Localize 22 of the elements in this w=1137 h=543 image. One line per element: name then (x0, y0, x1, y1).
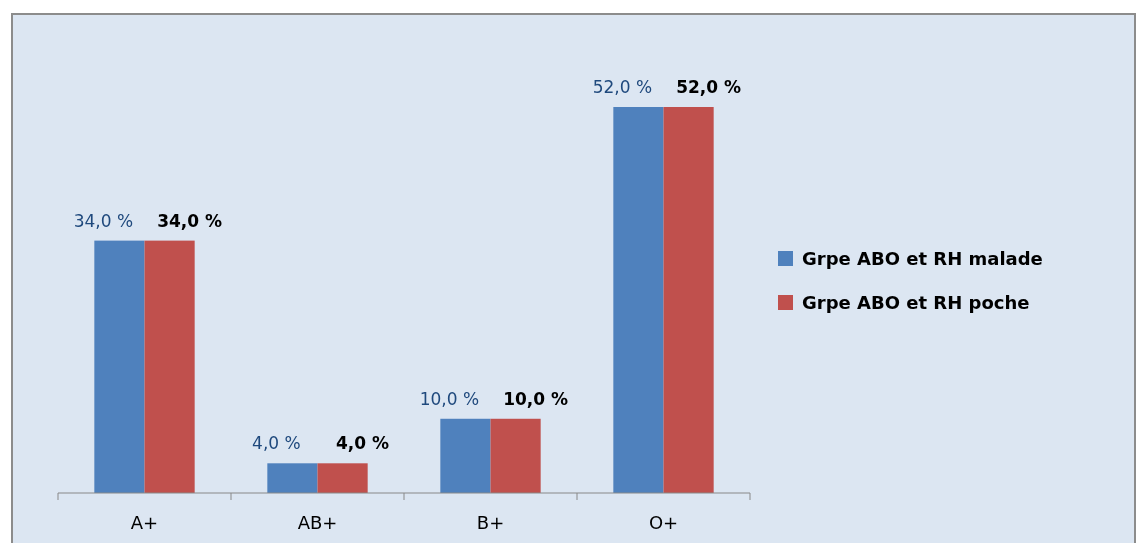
x-tick-label: B+ (476, 512, 505, 533)
legend-label: Grpe ABO et RH malade (802, 248, 1043, 269)
x-tick-label: A+ (130, 512, 159, 533)
bar (490, 418, 541, 493)
bar (440, 418, 491, 493)
x-tick-label: AB+ (297, 512, 338, 533)
data-label: 52,0 % (676, 77, 742, 97)
data-label: 4,0 % (336, 433, 390, 454)
data-label: 52,0 % (592, 77, 653, 97)
x-tick-label: O+ (648, 512, 679, 533)
bar (94, 240, 145, 493)
data-label: 34,0 % (73, 210, 134, 231)
bar (267, 463, 318, 493)
bar (613, 107, 664, 493)
data-label: 10,0 % (419, 388, 480, 409)
bar (663, 107, 714, 493)
data-label: 34,0 % (157, 210, 223, 231)
legend-label: Grpe ABO et RH poche (802, 292, 1030, 313)
data-label: 4,0 % (252, 433, 301, 454)
data-label: 10,0 % (503, 388, 569, 409)
bar (144, 240, 195, 493)
bar (317, 463, 368, 493)
